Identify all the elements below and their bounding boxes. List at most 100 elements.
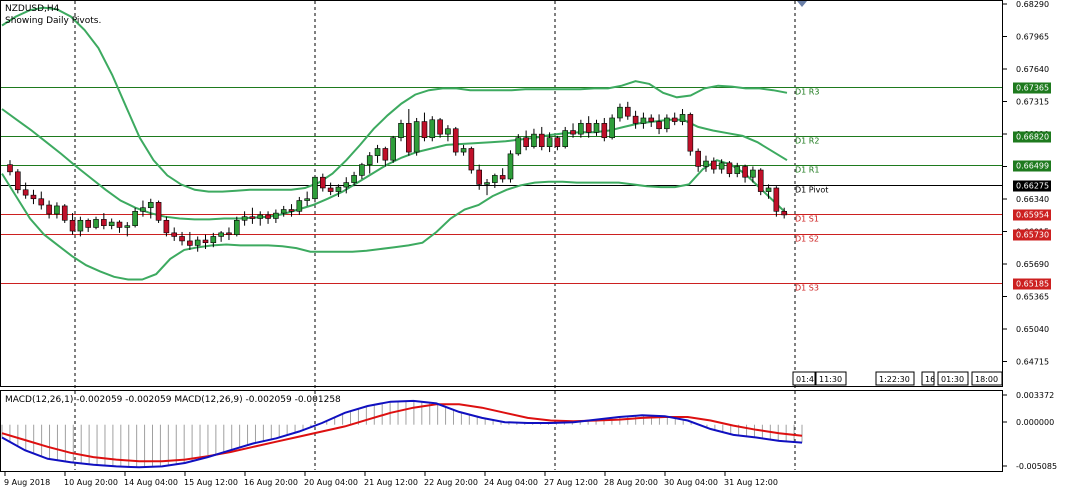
time-axis[interactable]: 9 Aug 2018 10 Aug 20:00 14 Aug 04:00 15 Aug…: [4, 472, 778, 487]
candle-body[interactable]: [578, 123, 584, 135]
candle-body[interactable]: [280, 209, 287, 214]
candle-body[interactable]: [155, 202, 162, 221]
candle-body[interactable]: [22, 189, 29, 196]
candle-body[interactable]: [554, 137, 561, 147]
candle-body[interactable]: [179, 236, 185, 242]
candle-body[interactable]: [398, 123, 404, 139]
candle-body[interactable]: [241, 216, 248, 221]
candle-body[interactable]: [624, 106, 631, 117]
candle-body[interactable]: [413, 121, 420, 153]
candle-body[interactable]: [30, 194, 37, 200]
candle-body[interactable]: [132, 211, 138, 226]
candle-body[interactable]: [664, 117, 670, 130]
candle-body[interactable]: [523, 137, 529, 147]
candle-body[interactable]: [77, 219, 84, 232]
candle-body[interactable]: [351, 175, 357, 183]
candle-body[interactable]: [632, 115, 639, 124]
candle-body[interactable]: [257, 214, 264, 219]
candle-body[interactable]: [687, 114, 694, 152]
candle-body[interactable]: [108, 221, 115, 226]
candle-body[interactable]: [656, 121, 662, 130]
candle-body[interactable]: [593, 123, 600, 133]
candle-body[interactable]: [437, 119, 443, 135]
candle-body[interactable]: [515, 137, 522, 155]
candle-body[interactable]: [249, 216, 256, 219]
candle-body[interactable]: [359, 164, 365, 176]
candle-body[interactable]: [648, 117, 655, 122]
candle-body[interactable]: [406, 123, 412, 153]
candle-body[interactable]: [585, 123, 592, 133]
candle-body[interactable]: [492, 175, 498, 183]
candle-body[interactable]: [233, 219, 240, 235]
candle-body[interactable]: [116, 221, 123, 228]
candle-body[interactable]: [499, 175, 506, 180]
candle-body[interactable]: [218, 232, 224, 237]
candle-body[interactable]: [679, 114, 686, 122]
candle-body[interactable]: [366, 155, 373, 165]
candle-body[interactable]: [296, 200, 303, 212]
candle-body[interactable]: [273, 212, 279, 219]
candle-body[interactable]: [476, 169, 483, 185]
candle-body[interactable]: [546, 137, 553, 147]
candle-body[interactable]: [226, 232, 232, 235]
candle-body[interactable]: [171, 232, 178, 237]
candle-body[interactable]: [671, 117, 678, 122]
candle-body[interactable]: [374, 148, 381, 156]
candle-body[interactable]: [718, 162, 725, 170]
candle-body[interactable]: [765, 187, 772, 192]
candle-body[interactable]: [726, 162, 733, 174]
candle-body[interactable]: [640, 117, 647, 124]
candle-body[interactable]: [609, 117, 615, 139]
candle-body[interactable]: [61, 205, 68, 221]
candle-body[interactable]: [319, 176, 326, 189]
candle-body[interactable]: [452, 128, 459, 153]
candle-body[interactable]: [265, 214, 271, 219]
candle-body[interactable]: [484, 182, 490, 185]
candle-body[interactable]: [445, 128, 451, 135]
candle-body[interactable]: [429, 119, 436, 139]
candle-body[interactable]: [460, 148, 467, 153]
candle-body[interactable]: [531, 133, 537, 147]
shift-marker-icon[interactable]: [797, 1, 807, 7]
candle-body[interactable]: [421, 121, 428, 139]
candle-body[interactable]: [93, 219, 99, 228]
candle-body[interactable]: [507, 153, 514, 180]
candle-body[interactable]: [147, 202, 154, 209]
candle-body[interactable]: [695, 150, 701, 167]
candle-body[interactable]: [46, 204, 52, 215]
candle-body[interactable]: [617, 106, 623, 119]
candle-body[interactable]: [601, 123, 608, 139]
candle-body[interactable]: [210, 236, 217, 244]
macd-panel[interactable]: [0, 390, 1003, 472]
candle-body[interactable]: [703, 160, 709, 167]
candle-body[interactable]: [570, 130, 576, 135]
candle-body[interactable]: [85, 219, 91, 228]
candle-body[interactable]: [163, 219, 170, 234]
candle-body[interactable]: [335, 186, 342, 192]
candle-body[interactable]: [382, 148, 389, 161]
candle-body[interactable]: [69, 219, 76, 232]
candle-body[interactable]: [288, 209, 295, 212]
candle-body[interactable]: [140, 207, 146, 212]
candle-body[interactable]: [187, 240, 193, 246]
price-panel[interactable]: [0, 0, 1003, 387]
candle-body[interactable]: [15, 171, 21, 191]
candle-body[interactable]: [773, 187, 780, 212]
candle-body[interactable]: [343, 182, 350, 188]
candle-body[interactable]: [124, 225, 131, 228]
candle-body[interactable]: [202, 239, 209, 244]
candle-body[interactable]: [742, 166, 748, 178]
candle-body[interactable]: [7, 164, 13, 173]
candle-body[interactable]: [734, 166, 741, 174]
candle-body[interactable]: [38, 198, 45, 206]
candle-body[interactable]: [54, 205, 60, 215]
candle-body[interactable]: [304, 198, 310, 201]
candle-body[interactable]: [757, 169, 764, 192]
candle-body[interactable]: [194, 239, 201, 246]
candle-body[interactable]: [101, 219, 107, 226]
candle-body[interactable]: [710, 160, 717, 170]
candle-body[interactable]: [538, 133, 545, 147]
candle-body[interactable]: [312, 176, 318, 200]
candlestick-series[interactable]: [7, 101, 787, 252]
